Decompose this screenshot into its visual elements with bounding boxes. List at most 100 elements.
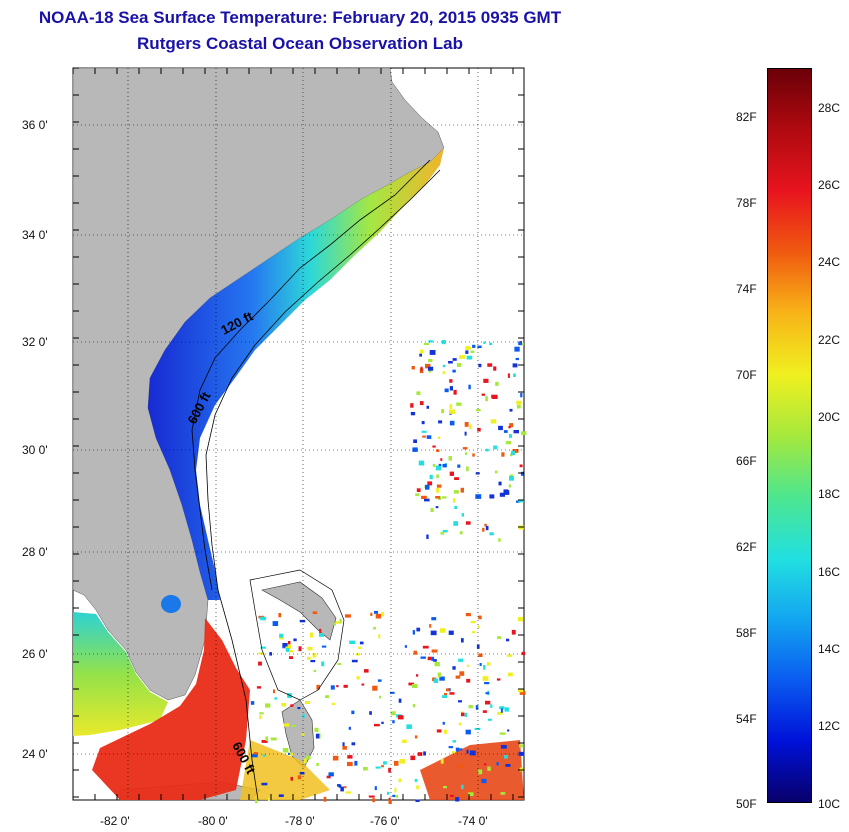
sst-pixel (413, 650, 417, 655)
lat-label-30: 30 0' (22, 443, 48, 457)
sst-pixel (307, 646, 313, 651)
sst-pixel (498, 425, 503, 431)
sst-pixel (475, 472, 480, 475)
colorbar-f-label: 62F (736, 540, 757, 554)
sst-pixel (449, 692, 455, 695)
sst-pixel (453, 389, 457, 395)
sst-pixel (431, 649, 438, 653)
sst-pixel (338, 784, 342, 788)
sst-pixel (474, 727, 481, 730)
sst-pixel (429, 624, 432, 628)
sst-pixel (487, 363, 493, 367)
sst-pixel (289, 752, 293, 755)
sst-pixel (427, 366, 434, 371)
sst-pixel (428, 340, 433, 343)
sst-pixel (299, 772, 305, 775)
sst-pixel (453, 490, 459, 494)
sst-pixel (519, 464, 523, 468)
sst-pixel (483, 665, 486, 670)
sst-pixel (392, 794, 396, 798)
sst-pixel (436, 449, 440, 452)
sst-pixel (372, 685, 378, 691)
sst-pixel (449, 471, 454, 476)
sst-pixel (315, 733, 320, 739)
sst-pixel (465, 350, 469, 354)
sst-pixel (416, 627, 421, 632)
sst-pixel (412, 447, 418, 452)
sst-pixel (435, 506, 439, 509)
sst-pixel (408, 682, 415, 686)
sst-pixel (345, 614, 351, 618)
sst-pixel (289, 650, 294, 653)
sst-pixel (336, 685, 339, 688)
sst-pixel (512, 363, 518, 368)
sst-pixel (517, 405, 521, 409)
isobath-120ft (191, 159, 431, 591)
lat-label-34: 34 0' (22, 228, 48, 242)
sst-pixel (435, 465, 442, 471)
sst-pixel (466, 355, 473, 360)
sst-pixel (425, 363, 431, 369)
sst-pixel (521, 342, 524, 346)
lat-label-32: 32 0' (22, 335, 48, 349)
sst-pixel (416, 391, 421, 395)
sst-pixel (359, 641, 364, 645)
sst-pixel (508, 672, 513, 677)
sst-pixel (468, 788, 472, 794)
sst-pixel (475, 705, 479, 710)
sst-pixel (466, 466, 469, 472)
sst-pixel (489, 342, 493, 346)
sst-pixel (455, 797, 460, 802)
lon-label-78: -78 0' (285, 814, 315, 828)
sst-pixel (465, 521, 471, 525)
sst-pixel (466, 664, 470, 667)
isobath-bahamas (249, 569, 345, 701)
sst-pixel (444, 693, 447, 696)
sst-pixel (299, 619, 306, 623)
sst-pixel (460, 487, 464, 493)
sst-pixel (349, 640, 356, 645)
sst-pixel (310, 660, 316, 663)
sst-pixel (312, 611, 318, 615)
sst-pixel (495, 381, 499, 386)
sst-pixel (303, 758, 307, 764)
sst-pixel (456, 402, 462, 406)
sst-pixel (421, 495, 427, 499)
sst-pixel (444, 729, 447, 734)
sst-pixel (516, 500, 520, 503)
colorbar-f-label: 58F (736, 626, 757, 640)
sst-pixel (433, 659, 437, 662)
sst-pixel (278, 613, 282, 618)
sst-pixel (510, 450, 515, 456)
land-bahamas (261, 581, 337, 641)
sst-pixel (357, 646, 362, 649)
colorbar-c-label: 20C (818, 410, 841, 424)
sst-pixel (520, 431, 527, 436)
sst-pixel (347, 761, 353, 767)
sst-pixel (506, 638, 510, 642)
sst-pixel (419, 353, 422, 357)
sst-pixel (452, 498, 456, 503)
sst-pixel (462, 447, 468, 450)
sst-pixel (472, 453, 475, 457)
sst-pixel (519, 767, 524, 772)
sst-pixel (265, 736, 269, 741)
sst-pixel (455, 747, 460, 752)
sst-pixel (489, 494, 495, 499)
sst-pixel (477, 625, 480, 629)
sst-pixel (496, 762, 499, 766)
sst-pixel (449, 386, 453, 391)
sst-pixel (375, 613, 382, 619)
sst-pixel (485, 525, 489, 531)
sst-pixel (465, 613, 471, 617)
lon-label-76: -76 0' (370, 814, 400, 828)
colorbar-c-label: 12C (818, 719, 841, 733)
sst-pixel (461, 784, 464, 790)
lon-label-80: -80 0' (198, 814, 228, 828)
sst-pixel (402, 739, 407, 743)
sst-pixel (351, 710, 355, 715)
sst-pixel (278, 794, 284, 797)
colorbar-c-label: 14C (818, 642, 841, 656)
sst-pixel (250, 701, 255, 705)
